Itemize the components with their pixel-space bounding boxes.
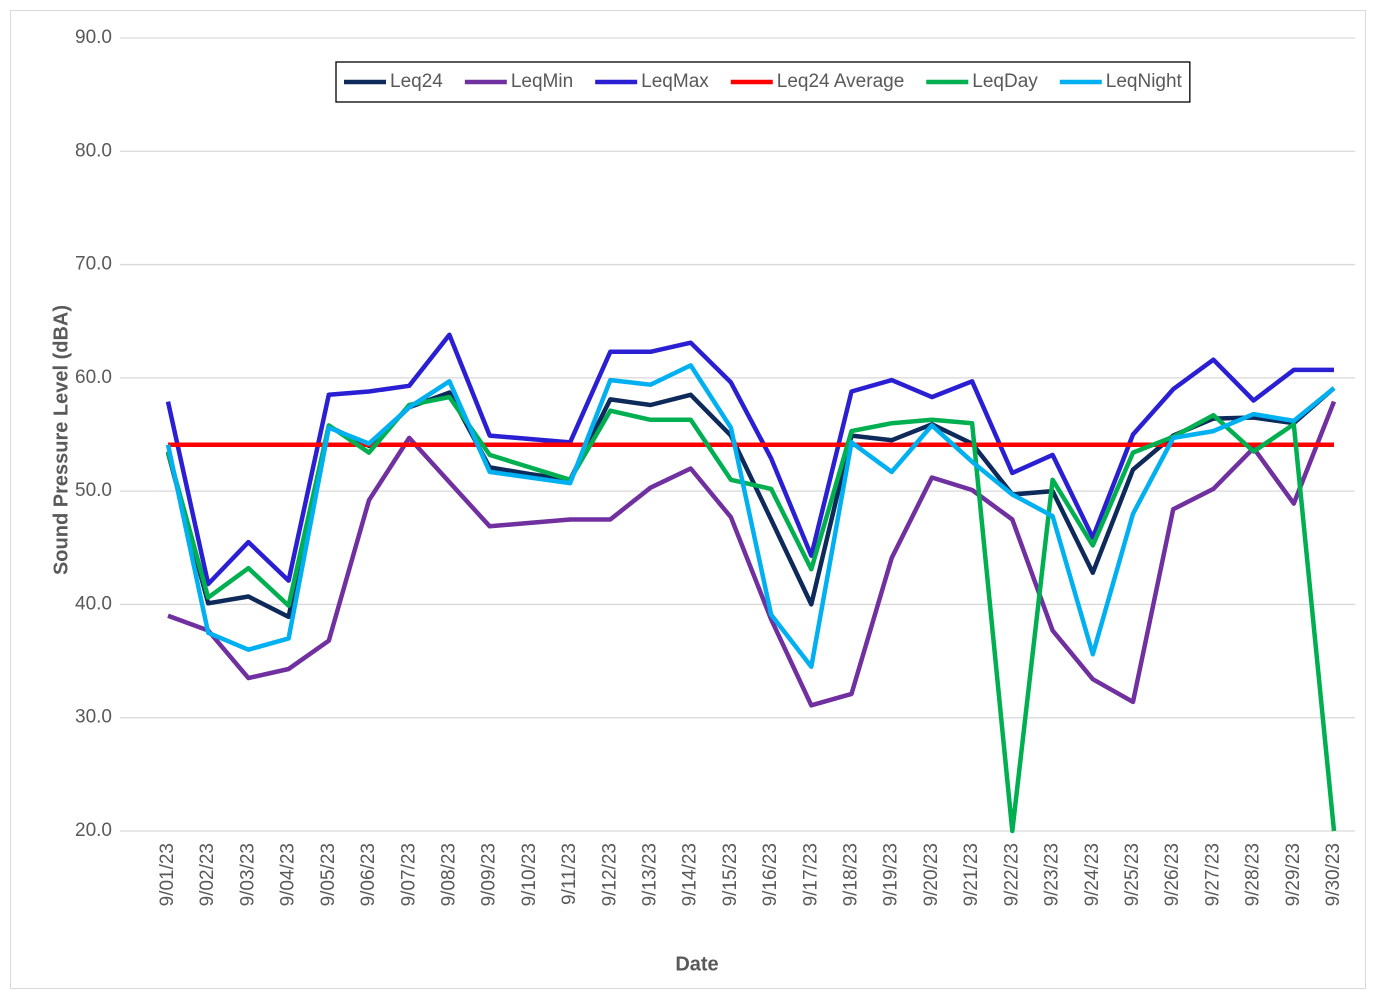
x-tick-label: 9/28/23 xyxy=(1243,843,1264,906)
x-tick-label: 9/23/23 xyxy=(1042,843,1063,906)
x-tick-label: 9/24/23 xyxy=(1082,843,1103,906)
x-tick-label: 9/06/23 xyxy=(358,843,379,906)
x-tick-label: 9/26/23 xyxy=(1162,843,1183,906)
x-tick-label: 9/13/23 xyxy=(639,843,660,906)
x-tick-label: 9/21/23 xyxy=(961,843,982,906)
x-tick-label: 9/11/23 xyxy=(559,843,580,905)
x-tick-label: 9/09/23 xyxy=(479,843,500,906)
legend: Leq24 LeqMin LeqMax Leq24 Average LeqDay LeqN… xyxy=(335,61,1191,103)
x-tick-label: 9/08/23 xyxy=(438,843,459,906)
x-axis-title: Date xyxy=(675,953,718,975)
x-tick-label: 9/22/23 xyxy=(1001,843,1022,906)
x-tick-label: 9/18/23 xyxy=(841,843,862,906)
y-tick-label: 20.0 xyxy=(75,820,112,841)
y-tick-label: 60.0 xyxy=(75,367,112,388)
x-tick-label: 9/25/23 xyxy=(1122,843,1143,906)
y-axis-title: Sound Pressure Level (dBA) xyxy=(50,305,72,575)
chart-frame xyxy=(10,10,1366,989)
legend-label: Leq24 Average xyxy=(777,71,905,92)
x-tick-label: 9/12/23 xyxy=(599,843,620,906)
x-tick-label: 9/14/23 xyxy=(680,843,701,906)
x-tick-label: 9/02/23 xyxy=(197,843,218,906)
y-tick-label: 90.0 xyxy=(75,27,112,48)
y-tick-label: 80.0 xyxy=(75,140,112,161)
x-tick-label: 9/27/23 xyxy=(1202,843,1223,906)
y-tick-label: 50.0 xyxy=(75,480,112,501)
x-tick-label: 9/05/23 xyxy=(318,843,339,906)
legend-label: LeqDay xyxy=(972,71,1038,92)
x-tick-label: 9/15/23 xyxy=(720,843,741,906)
x-tick-label: 9/19/23 xyxy=(881,843,902,906)
x-tick-label: 9/20/23 xyxy=(921,843,942,906)
x-tick-label: 9/01/23 xyxy=(157,843,178,906)
x-tick-label: 9/17/23 xyxy=(800,843,821,906)
x-tick-label: 9/07/23 xyxy=(398,843,419,906)
y-tick-label: 30.0 xyxy=(75,707,112,728)
x-tick-label: 9/03/23 xyxy=(237,843,258,906)
legend-label: LeqMin xyxy=(511,71,573,92)
y-tick-label: 40.0 xyxy=(75,593,112,614)
series-line xyxy=(165,363,1336,669)
legend-label: LeqNight xyxy=(1106,71,1183,92)
series-line xyxy=(167,400,1337,708)
x-tick-label: 9/30/23 xyxy=(1323,843,1344,906)
legend-label: LeqMax xyxy=(641,71,709,92)
y-tick-label: 70.0 xyxy=(75,254,112,275)
x-tick-label: 9/04/23 xyxy=(278,843,299,906)
x-tick-label: 9/10/23 xyxy=(519,843,540,906)
x-tick-label: 9/16/23 xyxy=(760,843,781,906)
x-tick-label: 9/29/23 xyxy=(1283,843,1304,906)
series-line xyxy=(165,394,1337,834)
legend-label: Leq24 xyxy=(390,71,443,92)
series-line xyxy=(165,332,1334,587)
